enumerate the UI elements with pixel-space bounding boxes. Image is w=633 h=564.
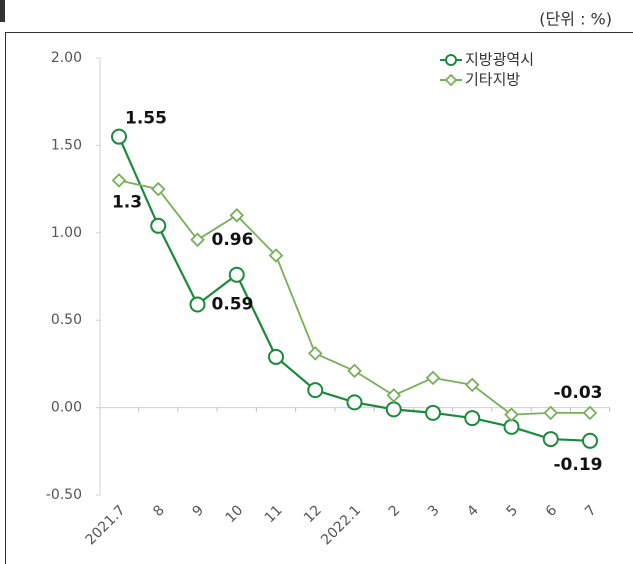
point xyxy=(464,377,480,393)
x-tick-label: 3 xyxy=(425,502,443,520)
data-label: 0.59 xyxy=(212,294,254,314)
x-tick-label: 10 xyxy=(222,502,246,526)
point xyxy=(582,432,598,449)
frame xyxy=(5,32,633,564)
x-tick-label: 6 xyxy=(543,502,561,520)
point xyxy=(268,248,284,263)
y-tick-label: -0.50 xyxy=(46,487,82,503)
x-tick-label: 5 xyxy=(504,502,522,520)
legend-marker xyxy=(444,73,458,87)
point xyxy=(190,232,205,248)
point xyxy=(111,128,127,145)
data-label: 1.3 xyxy=(112,192,142,212)
x-tick-label: 2022.1 xyxy=(318,502,364,548)
y-tick-label: 0.50 xyxy=(51,312,82,328)
point xyxy=(228,266,245,283)
point xyxy=(543,405,559,421)
y-tick-label: 0.00 xyxy=(51,400,82,416)
point xyxy=(386,388,402,403)
x-tick-label: 8 xyxy=(150,502,168,520)
legend-label: 기타지방 xyxy=(465,71,520,89)
x-tick-label: 2021.7 xyxy=(83,502,129,548)
point xyxy=(229,208,245,223)
point xyxy=(150,217,167,234)
point xyxy=(150,181,166,197)
y-tick-label: 2.00 xyxy=(51,50,82,66)
x-tick-label: 11 xyxy=(262,502,286,526)
x-tick-label: 7 xyxy=(582,502,600,520)
point xyxy=(425,404,441,421)
point xyxy=(347,363,362,379)
point xyxy=(268,348,284,365)
point xyxy=(503,418,520,435)
point xyxy=(189,296,206,313)
series-line xyxy=(118,179,590,416)
x-tick-label: 4 xyxy=(464,502,482,520)
x-tick-label: 2 xyxy=(386,502,404,520)
point xyxy=(425,370,441,386)
point xyxy=(307,382,324,399)
point xyxy=(385,401,402,418)
x-tick-label: 12 xyxy=(301,502,325,526)
data-label: -0.03 xyxy=(554,383,603,403)
y-tick-label: 1.50 xyxy=(51,137,82,153)
data-label: 0.96 xyxy=(212,230,254,250)
legend-marker xyxy=(445,54,457,66)
point xyxy=(504,407,519,422)
data-label: 1.55 xyxy=(125,109,167,129)
point xyxy=(464,410,481,427)
corner-mark xyxy=(0,0,5,22)
point xyxy=(582,405,598,421)
point xyxy=(307,346,323,361)
unit-note: (단위 : %) xyxy=(539,10,612,29)
legend-label: 지방광역시 xyxy=(465,51,534,69)
y-tick-label: 1.00 xyxy=(51,225,82,241)
point xyxy=(346,394,363,411)
point xyxy=(111,173,127,188)
data-label: -0.19 xyxy=(554,455,603,475)
point xyxy=(542,431,559,448)
x-tick-label: 9 xyxy=(190,502,208,520)
